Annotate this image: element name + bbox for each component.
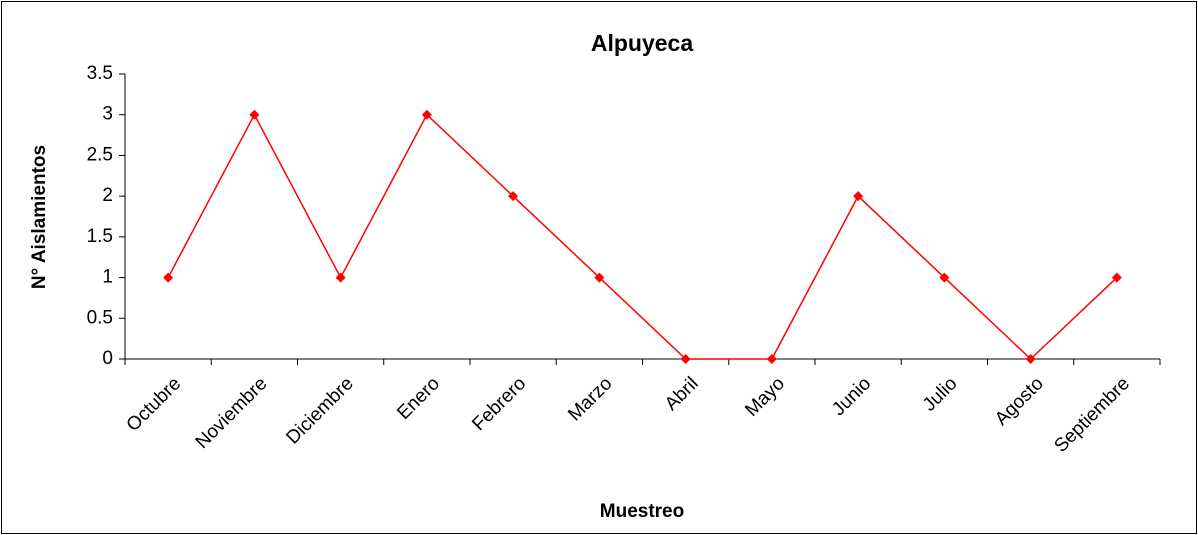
data-point — [766, 354, 777, 364]
data-point — [1111, 272, 1122, 283]
x-axis-title: Muestreo — [600, 501, 684, 522]
y-tick-label: 2 — [102, 185, 113, 206]
y-tick-label: 0 — [102, 348, 113, 369]
y-tick-label: 0.5 — [87, 307, 113, 328]
y-tick-label: 1 — [102, 267, 113, 288]
y-axis-title: N° Aislamientos — [29, 145, 50, 289]
chart-title: Alpuyeca — [591, 30, 693, 56]
y-tick-label: 2.5 — [87, 144, 113, 165]
data-point — [1025, 354, 1036, 364]
data-point — [594, 272, 605, 283]
data-point — [680, 354, 691, 364]
data-point — [508, 191, 519, 202]
data-point — [335, 272, 346, 283]
data-line — [167, 113, 1118, 361]
y-tick-label: 1.5 — [87, 226, 113, 247]
data-point — [421, 109, 432, 120]
y-tick-label: 3 — [102, 104, 113, 125]
data-point — [853, 191, 864, 202]
data-point — [939, 272, 950, 283]
y-tick-label: 3.5 — [87, 63, 113, 84]
data-point — [249, 109, 260, 120]
data-point — [163, 272, 174, 283]
